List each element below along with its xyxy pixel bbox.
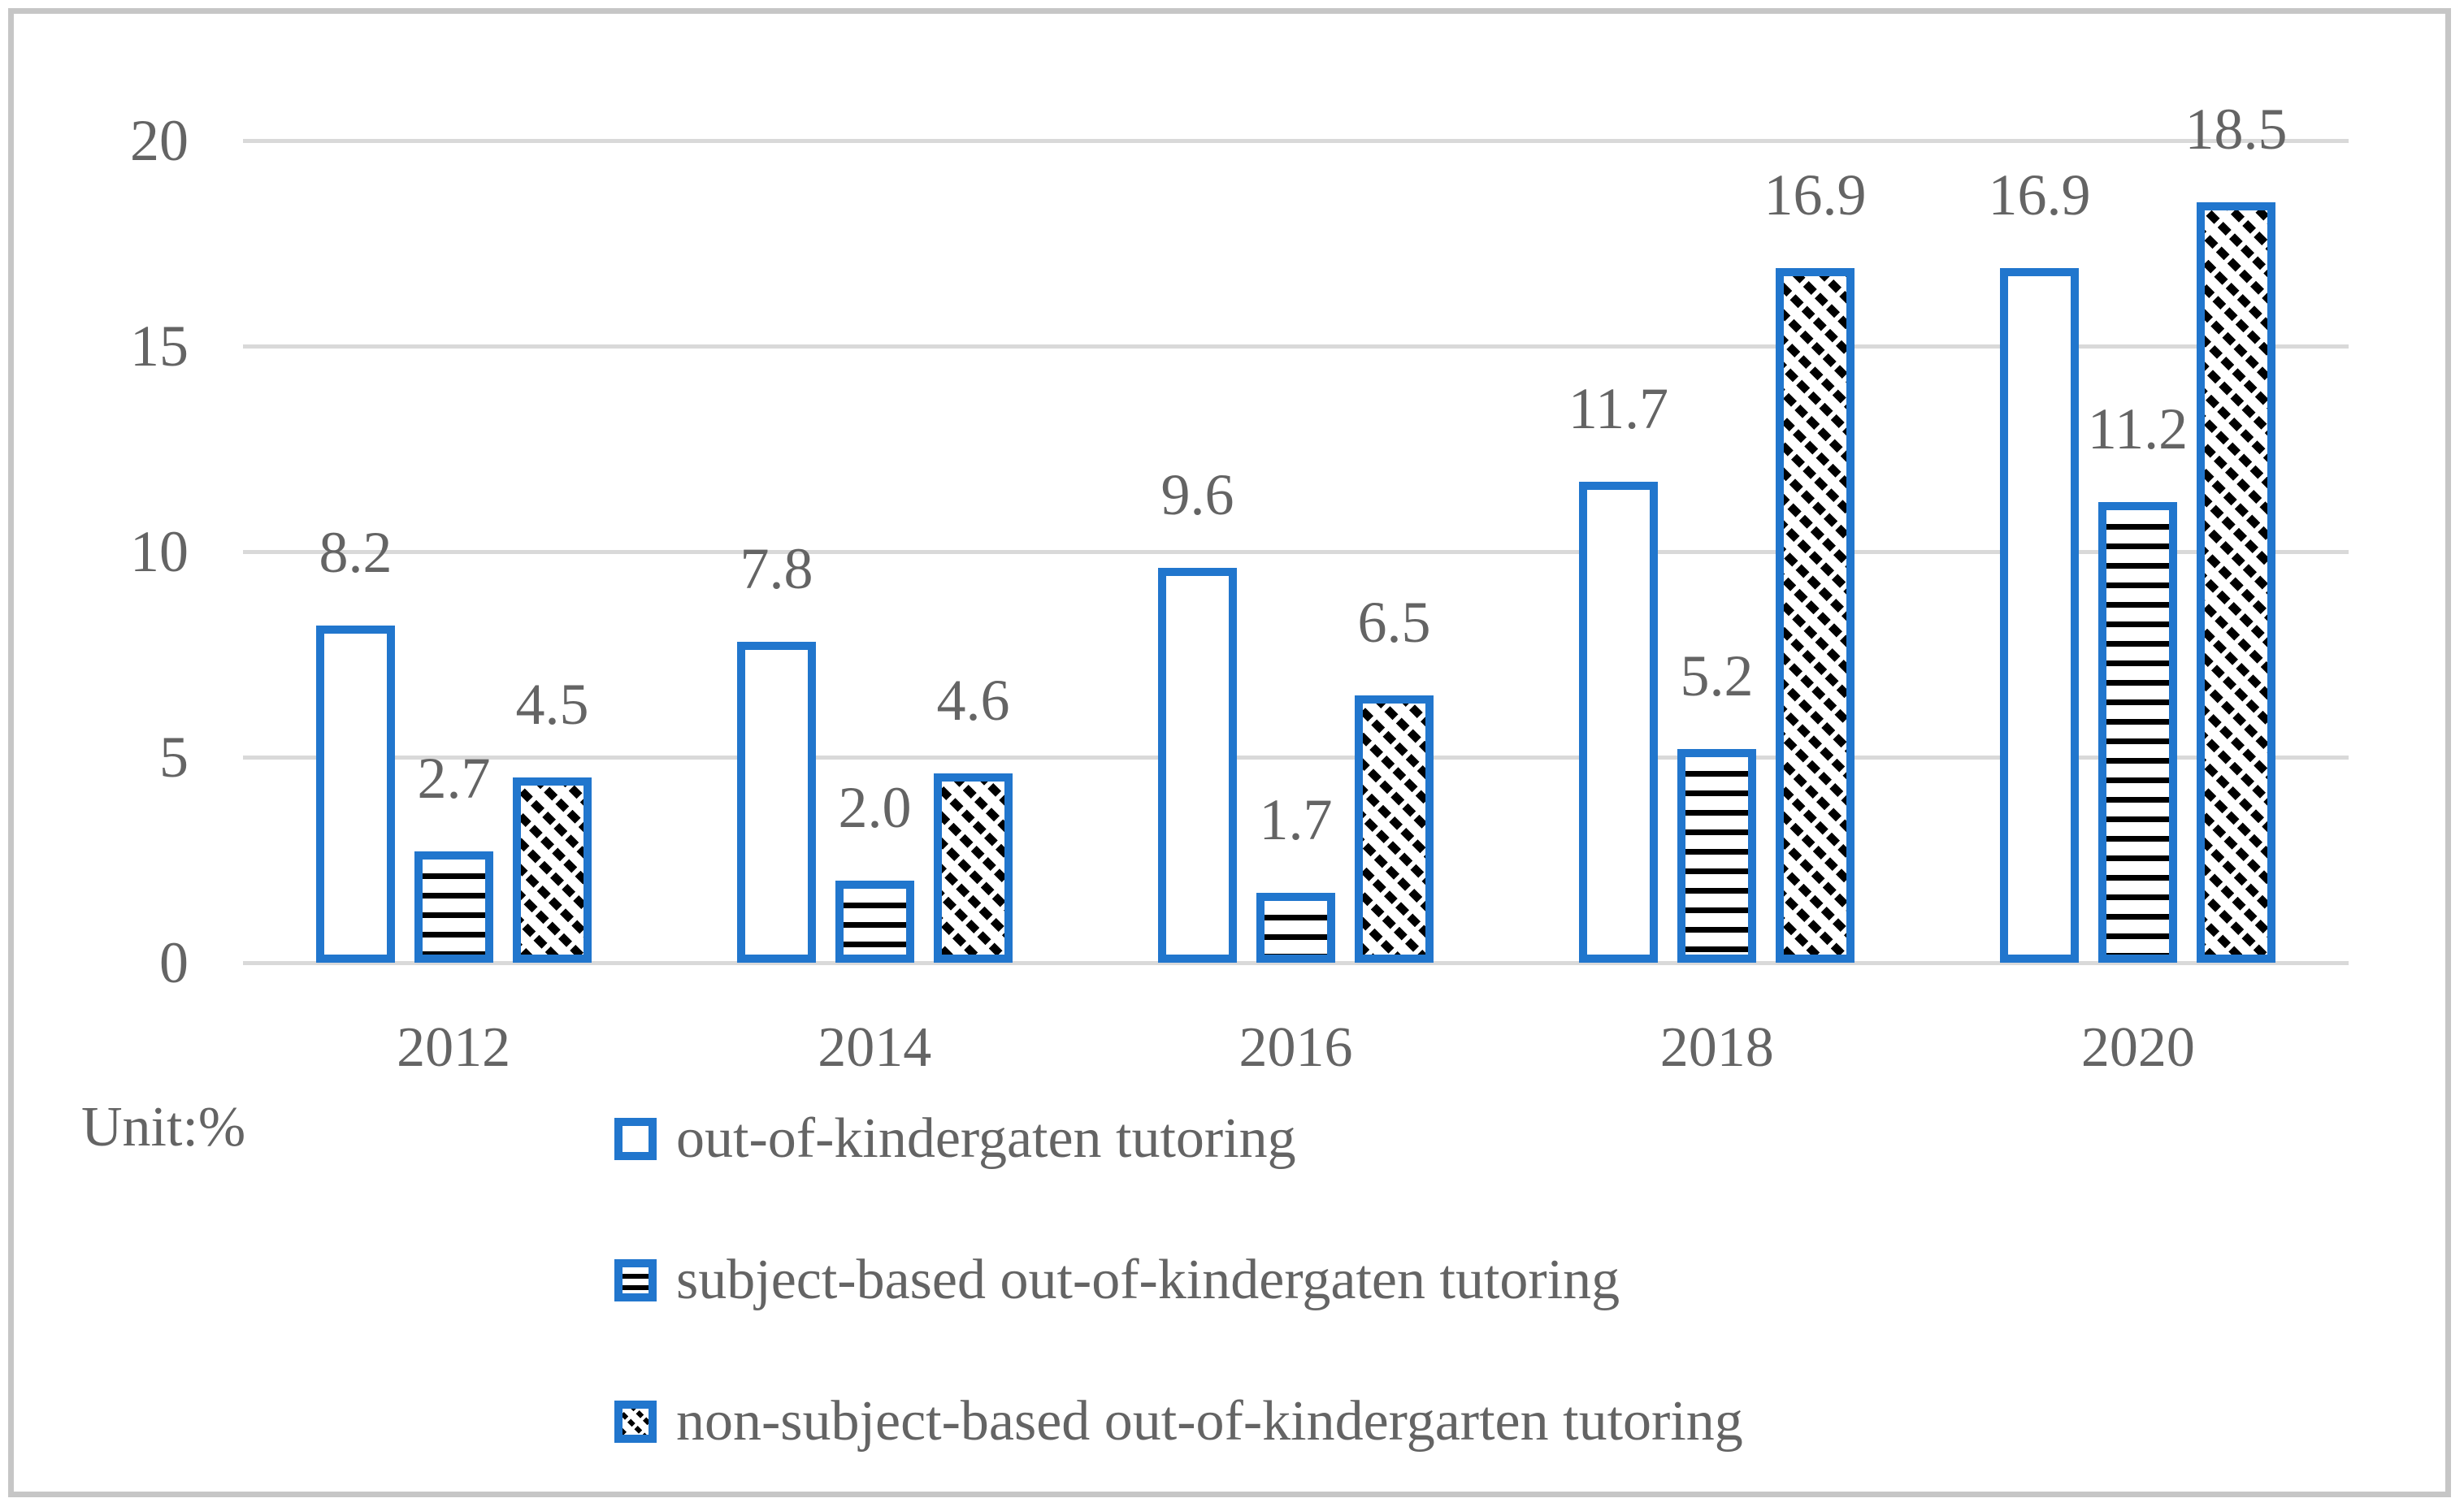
x-axis-category-label: 2014 [818,1016,932,1079]
bar-diagonal-hatch-2020 [2197,202,2275,963]
y-axis-tick-label: 15 [130,314,189,379]
bar-solid-white-2018 [1579,482,1658,963]
bar-diagonal-hatch-2016 [1355,695,1434,963]
legend-marker-diagonal-hatch-icon [614,1401,657,1443]
legend-label: non-subject-based out-of-kindergarten tu… [676,1390,1743,1453]
bar-value-label: 11.7 [1568,376,1669,441]
bar-diagonal-hatch-2014 [934,773,1013,963]
y-axis-tick-label: 5 [159,725,189,790]
y-axis-tick-label: 10 [130,519,189,584]
y-axis-tick-label: 20 [130,108,189,173]
bar-horizontal-stripes-2014 [835,881,914,963]
bar-value-label: 5.2 [1680,643,1754,708]
bar-value-label: 7.8 [740,536,813,601]
bar-horizontal-stripes-2016 [1256,893,1335,963]
bar-value-label: 4.5 [515,672,589,737]
bar-horizontal-stripes-2020 [2098,502,2177,963]
legend-label: subject-based out-of-kindergaten tutorin… [676,1249,1620,1311]
bar-horizontal-stripes-2018 [1677,749,1756,963]
gridline-y-0 [243,961,2349,965]
bar-value-label: 18.5 [2184,97,2288,162]
bar-horizontal-stripes-2012 [414,851,493,963]
bar-solid-white-2016 [1158,568,1237,963]
bar-solid-white-2020 [2000,268,2079,963]
bar-diagonal-hatch-2018 [1776,268,1855,963]
x-axis-category-label: 2020 [2080,1016,2195,1079]
gridline-y-20 [243,139,2349,143]
legend-item-solid-white: out-of-kindergaten tutoring [614,1105,1296,1173]
gridline-y-5 [243,756,2349,760]
bar-diagonal-hatch-2012 [513,777,592,963]
bar-value-label: 8.2 [319,520,393,585]
x-axis-category-label: 2016 [1239,1016,1353,1079]
bar-solid-white-2012 [316,626,395,963]
legend-item-diagonal-hatch: non-subject-based out-of-kindergarten tu… [614,1388,1743,1456]
gridline-y-15 [243,344,2349,349]
bar-value-label: 2.0 [838,775,912,840]
legend-marker-horizontal-stripes-icon [614,1259,657,1301]
x-axis-category-label: 2012 [397,1016,511,1079]
bar-value-label: 2.7 [417,746,491,811]
chart-frame-border [8,8,2451,1497]
bar-value-label: 11.2 [2087,396,2189,461]
legend-item-horizontal-stripes: subject-based out-of-kindergaten tutorin… [614,1246,1620,1314]
bar-value-label: 6.5 [1357,590,1431,655]
bar-value-label: 16.9 [1763,162,1867,227]
bar-value-label: 9.6 [1160,462,1234,527]
y-axis-tick-label: 0 [159,930,189,995]
legend-label: out-of-kindergaten tutoring [676,1107,1296,1170]
x-axis-category-label: 2018 [1659,1016,1774,1079]
bar-value-label: 4.6 [936,668,1010,733]
legend-marker-solid-white-icon [614,1118,657,1160]
gridline-y-10 [243,550,2349,554]
unit-label: Unit:% [81,1096,246,1158]
bar-value-label: 1.7 [1259,787,1333,852]
bar-value-label: 16.9 [1988,162,2091,227]
bar-solid-white-2014 [737,642,816,963]
